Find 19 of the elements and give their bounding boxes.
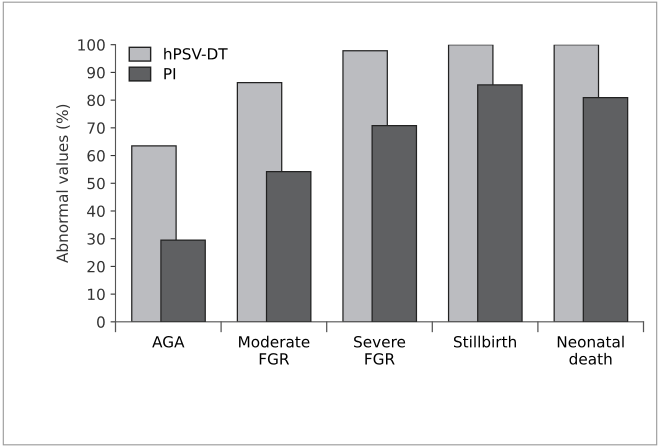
y-tick-label: 40 (87, 205, 105, 218)
y-tick-label: 80 (87, 94, 105, 106)
y-tick-label: 10 (88, 288, 105, 300)
legend-label: hPSV-DT (164, 48, 228, 60)
legend-label: PI (164, 68, 176, 80)
y-tick-label: 90 (87, 66, 105, 78)
x-tick-label: Moderate FGR (239, 336, 310, 365)
y-tick-label: 50 (88, 178, 105, 190)
y-tick-label: 0 (97, 316, 105, 328)
x-tick-label: Severe FGR (354, 336, 406, 365)
y-tick-label: 70 (88, 122, 105, 134)
x-tick-label: Stillbirth (454, 336, 516, 348)
y-tick-label: 20 (87, 260, 105, 272)
x-tick-label: AGA (152, 336, 184, 348)
x-tick-label: Neonatal death (558, 336, 624, 365)
y-tick-label: 100 (78, 39, 105, 51)
y-tick-label: 30 (88, 233, 105, 245)
y-axis-title: Abnormal values (%) (56, 104, 70, 263)
y-tick-label: 60 (87, 150, 105, 162)
